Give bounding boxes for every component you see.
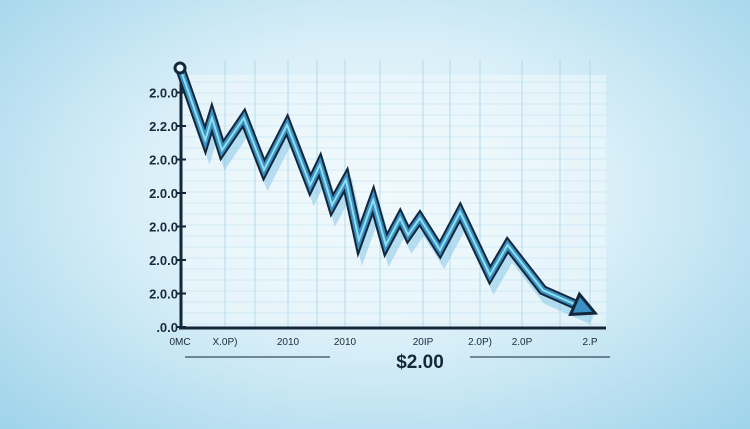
- start-marker: [173, 61, 187, 75]
- y-tick-label: 2.2.0: [149, 119, 178, 134]
- arrow-head: [568, 291, 599, 316]
- x-ticks: 0MC X.0P) 2010 2010 20IP 2.0P) 2.0P 2.P: [169, 337, 597, 348]
- x-tick-label: 2010: [334, 337, 357, 348]
- y-tick-label: 2.0.0: [149, 153, 178, 168]
- y-tick-label: 2.0.0: [149, 220, 178, 235]
- x-tick-label: 2.0P: [512, 337, 533, 348]
- x-tick-label: 0MC: [169, 337, 190, 348]
- line-highlight: [179, 67, 589, 311]
- series-line: [173, 61, 599, 325]
- x-tick-label: 2.0P): [468, 337, 492, 348]
- x-tick-label: 2.P: [582, 337, 597, 348]
- y-tick-label: 2.0.0: [149, 287, 178, 302]
- chart-title: $2.00: [396, 352, 444, 373]
- x-tick-label: X.0P): [212, 337, 237, 348]
- y-tick-label: 2.0.0: [149, 86, 178, 101]
- x-tick-label: 2010: [277, 337, 300, 348]
- y-tick-label: 2.0.0: [149, 186, 178, 201]
- y-tick-label: .0.0: [156, 320, 178, 335]
- x-tick-label: 20IP: [413, 337, 434, 348]
- y-tick-label: 2.0.0: [149, 253, 178, 268]
